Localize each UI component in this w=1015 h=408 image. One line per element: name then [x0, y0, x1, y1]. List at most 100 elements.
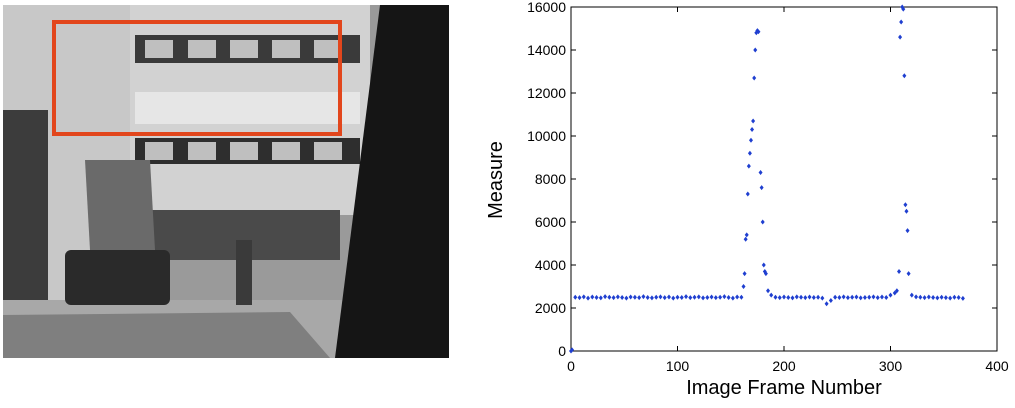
point — [850, 295, 854, 300]
point — [948, 296, 952, 301]
point — [923, 295, 927, 300]
point — [629, 295, 633, 300]
x-axis-label: Image Frame Number — [686, 377, 882, 399]
point — [573, 295, 577, 300]
x-tick-label: 300 — [879, 358, 903, 374]
y-axis-label: Measure — [485, 141, 507, 219]
point — [671, 296, 675, 301]
point — [867, 295, 871, 300]
point — [816, 295, 820, 300]
point — [795, 294, 799, 299]
point — [595, 295, 599, 300]
point — [747, 164, 751, 169]
point — [876, 295, 880, 300]
point — [778, 295, 782, 300]
point — [884, 295, 888, 300]
point — [889, 293, 893, 298]
point — [820, 296, 824, 301]
y-tick-label: 0 — [558, 343, 566, 359]
point — [731, 296, 735, 301]
point — [612, 295, 616, 300]
y-tick-label: 16000 — [527, 0, 566, 15]
point — [799, 295, 803, 300]
point — [658, 294, 662, 299]
point — [693, 295, 697, 300]
point — [927, 295, 931, 300]
point — [825, 301, 829, 306]
point — [701, 295, 705, 300]
point — [842, 294, 846, 299]
point — [742, 284, 746, 289]
point — [739, 295, 743, 300]
point — [769, 293, 773, 298]
point — [722, 294, 726, 299]
point — [697, 294, 701, 299]
point — [616, 294, 620, 299]
point — [620, 295, 624, 300]
point — [750, 127, 754, 132]
point — [854, 295, 858, 300]
y-tick-label: 2000 — [535, 300, 566, 316]
point — [902, 73, 906, 78]
point — [586, 296, 590, 301]
point — [914, 294, 918, 299]
point — [910, 293, 914, 298]
y-tick-label: 14000 — [527, 42, 566, 58]
point — [952, 295, 956, 300]
photo — [3, 5, 449, 358]
point — [803, 295, 807, 300]
x-tick-label: 0 — [567, 358, 575, 374]
x-tick-label: 100 — [666, 358, 690, 374]
y-tick-label: 8000 — [535, 171, 566, 187]
point — [760, 185, 764, 190]
point — [749, 138, 753, 143]
point — [582, 294, 586, 299]
point — [931, 295, 935, 300]
figure: Image Frame Number Measure 0 100 200 300 400… — [0, 0, 1015, 403]
point — [751, 118, 755, 123]
y-tick-label: 12000 — [527, 85, 566, 101]
point — [718, 295, 722, 300]
x-tick-label: 200 — [772, 358, 796, 374]
point — [590, 295, 594, 300]
point — [746, 192, 750, 197]
x-tick-label: 400 — [985, 358, 1009, 374]
point — [898, 35, 902, 40]
point — [650, 295, 654, 300]
point — [727, 295, 731, 300]
point — [759, 170, 763, 175]
point — [846, 295, 850, 300]
point — [791, 295, 795, 300]
point — [786, 295, 790, 300]
point — [745, 232, 749, 237]
point — [663, 295, 667, 300]
point — [808, 295, 812, 300]
point — [680, 295, 684, 300]
point — [907, 271, 911, 276]
point — [599, 295, 603, 300]
point — [641, 294, 645, 299]
point — [637, 295, 641, 300]
point — [859, 295, 863, 300]
point — [752, 75, 756, 80]
point — [897, 269, 901, 274]
point — [607, 295, 611, 300]
point — [880, 295, 884, 300]
point — [676, 295, 680, 300]
point — [871, 294, 875, 299]
point — [646, 295, 650, 300]
point — [903, 202, 907, 207]
point — [899, 20, 903, 25]
point — [624, 296, 628, 301]
point — [710, 295, 714, 300]
point — [761, 220, 765, 225]
point — [773, 295, 777, 300]
point — [748, 151, 752, 156]
point — [735, 295, 739, 300]
point — [935, 295, 939, 300]
point — [957, 295, 961, 300]
point — [684, 294, 688, 299]
point — [837, 295, 841, 300]
point — [961, 296, 965, 301]
point — [918, 295, 922, 300]
